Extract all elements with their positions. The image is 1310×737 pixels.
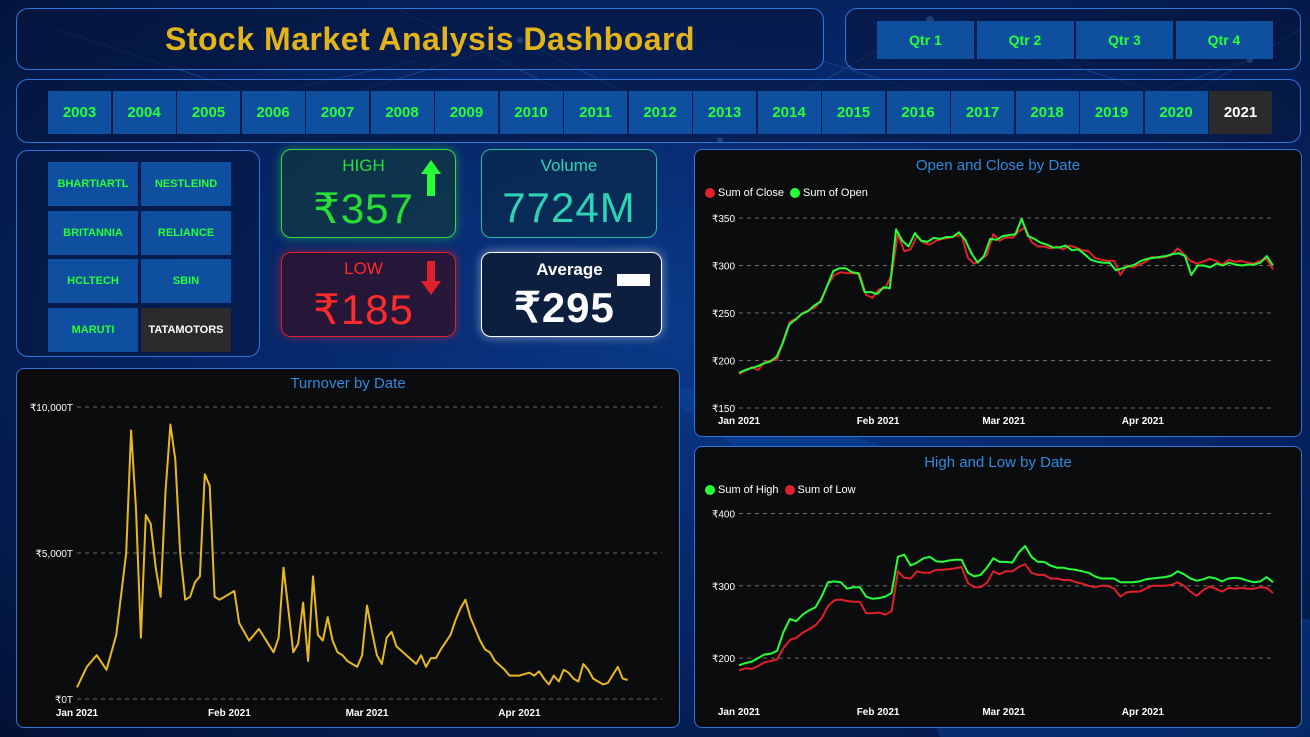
year-button-2021[interactable]: 2021 (1209, 91, 1272, 134)
high-low-chart-title: High and Low by Date (924, 454, 1072, 471)
year-button-2016[interactable]: 2016 (886, 91, 950, 134)
page-title: Stock Market Analysis Dashboard (165, 21, 696, 57)
year-button-2010[interactable]: 2010 (499, 91, 563, 134)
year-button-2020[interactable]: 2020 (1144, 91, 1208, 134)
year-button-2006[interactable]: 2006 (241, 91, 305, 134)
open-close-chart-title: Open and Close by Date (915, 157, 1081, 174)
legend-dot-open (790, 188, 801, 198)
legend-low: Sum of Low (797, 484, 856, 496)
series-line-sum-of-open (738, 217, 1274, 374)
volume-card: Volume 7724M (481, 149, 657, 238)
y-tick-label: ₹5,000T (36, 549, 74, 560)
title-panel: Stock Market Analysis Dashboard (16, 8, 824, 70)
legend-close: Sum of Close (718, 187, 785, 199)
arrow-down-icon (421, 261, 441, 295)
x-tick-label: Apr 2021 (1122, 416, 1165, 427)
stock-slicer: BHARTIARTL NESTLEIND BRITANNIA RELIANCE HCLT… (16, 150, 260, 357)
year-button-2004[interactable]: 2004 (112, 91, 176, 134)
neutral-dash-icon (617, 274, 650, 286)
turnover-chart-title: Turnover by Date (290, 375, 406, 392)
average-value: ₹295 (514, 284, 615, 331)
year-button-2018[interactable]: 2018 (1015, 91, 1079, 134)
stock-button-tatamotors[interactable]: TATAMOTORS (141, 307, 231, 352)
stock-button-bhartiartl[interactable]: BHARTIARTL (48, 162, 138, 206)
high-label: HIGH (342, 156, 385, 175)
y-tick-label: ₹200 (712, 357, 735, 368)
x-tick-label: Feb 2021 (857, 416, 900, 427)
y-tick-label: ₹0T (55, 695, 73, 706)
average-label: Average (536, 260, 603, 279)
legend-open: Sum of Open (803, 187, 868, 199)
stock-button-sbin[interactable]: SBIN (141, 259, 231, 303)
high-card: HIGH ₹357 (281, 149, 456, 238)
y-tick-label: ₹400 (712, 509, 735, 520)
year-button-2008[interactable]: 2008 (370, 91, 434, 134)
turnover-chart: Turnover by Date ₹10,000T ₹5,000T ₹0T Jan 2… (16, 368, 680, 728)
quarter-button-4[interactable]: Qtr 4 (1175, 21, 1273, 59)
year-button-2011[interactable]: 2011 (564, 91, 627, 134)
x-tick-label: Apr 2021 (498, 708, 541, 719)
quarter-button-2[interactable]: Qtr 2 (976, 21, 1074, 59)
year-button-2005[interactable]: 2005 (177, 91, 240, 134)
legend-dot-high (705, 485, 715, 495)
series-line-sum-of-high (738, 545, 1274, 667)
y-tick-label: ₹350 (712, 214, 735, 225)
series-line-sum-of-close (738, 226, 1274, 375)
low-label: LOW (344, 259, 383, 278)
y-tick-label: ₹150 (712, 404, 735, 415)
volume-value: 7724M (502, 184, 636, 231)
year-button-2009[interactable]: 2009 (435, 91, 498, 134)
year-button-2014[interactable]: 2014 (757, 91, 821, 134)
x-tick-label: Feb 2021 (208, 708, 251, 719)
series-line-sum-of-low (738, 563, 1274, 672)
x-tick-label: Jan 2021 (718, 707, 761, 718)
y-tick-label: ₹300 (712, 262, 735, 273)
stock-button-britannia[interactable]: BRITANNIA (48, 210, 138, 255)
legend-high: Sum of High (718, 484, 779, 496)
stock-button-nestleind[interactable]: NESTLEIND (141, 162, 231, 206)
y-tick-label: ₹300 (712, 582, 735, 593)
year-button-2012[interactable]: 2012 (628, 91, 692, 134)
legend-dot-close (705, 188, 715, 198)
year-slicer: 2003 2004 2005 2006 2007 2008 2009 2010 2011 2012… (16, 79, 1301, 143)
turnover-plot: ₹10,000T ₹5,000T ₹0T Jan 2021 Feb 2021 Mar 20… (30, 403, 662, 719)
low-value: ₹185 (313, 286, 414, 333)
y-tick-label: ₹200 (712, 654, 735, 665)
arrow-up-icon (421, 160, 441, 196)
x-tick-label: Mar 2021 (982, 416, 1025, 427)
legend-dot-low (784, 485, 795, 495)
quarter-slicer: Qtr 1 Qtr 2 Qtr 3 Qtr 4 (845, 8, 1301, 70)
volume-label: Volume (540, 156, 598, 175)
quarter-button-1[interactable]: Qtr 1 (877, 21, 974, 59)
high-low-legend: Sum of High Sum of Low (705, 484, 856, 496)
x-tick-label: Jan 2021 (56, 708, 99, 719)
x-tick-label: Jan 2021 (718, 416, 761, 427)
series-line-turnover (76, 423, 628, 688)
x-tick-label: Apr 2021 (1122, 707, 1165, 718)
high-low-plot: ₹400 ₹300 ₹200 Jan 2021 Feb 2021 Mar 2021 Apr … (712, 509, 1274, 718)
high-low-chart: High and Low by Date Sum of High Sum of … (694, 446, 1302, 728)
x-tick-label: Mar 2021 (346, 708, 389, 719)
stock-button-maruti[interactable]: MARUTI (48, 307, 138, 352)
open-close-chart: Open and Close by Date Sum of Close Sum … (694, 149, 1302, 437)
year-button-2013[interactable]: 2013 (693, 91, 756, 134)
high-value: ₹357 (313, 185, 414, 232)
low-card: LOW ₹185 (281, 252, 456, 337)
stock-button-hcltech[interactable]: HCLTECH (48, 259, 138, 303)
year-button-2007[interactable]: 2007 (306, 91, 369, 134)
average-card: Average ₹295 (481, 252, 662, 337)
open-close-legend: Sum of Close Sum of Open (705, 187, 868, 199)
x-tick-label: Feb 2021 (857, 707, 900, 718)
year-button-2019[interactable]: 2019 (1080, 91, 1143, 134)
quarter-button-3[interactable]: Qtr 3 (1076, 21, 1173, 59)
stock-button-reliance[interactable]: RELIANCE (141, 210, 231, 255)
year-button-2003[interactable]: 2003 (48, 91, 111, 134)
y-tick-label: ₹250 (712, 309, 735, 320)
year-button-2015[interactable]: 2015 (822, 91, 885, 134)
y-tick-label: ₹10,000T (30, 403, 73, 414)
year-button-2017[interactable]: 2017 (951, 91, 1014, 134)
x-tick-label: Mar 2021 (982, 707, 1025, 718)
